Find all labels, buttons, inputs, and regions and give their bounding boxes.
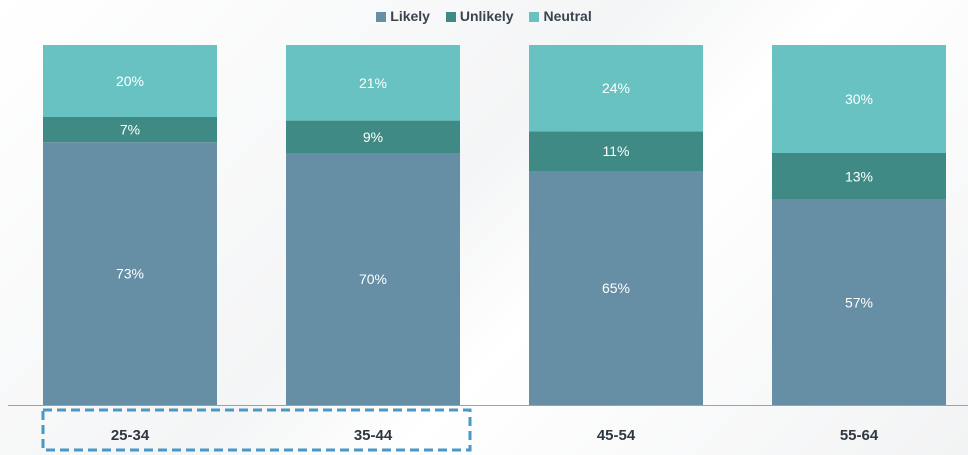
data-label-unlikely-25-34: 7%: [120, 122, 140, 138]
legend-item-likely: Likely: [376, 8, 430, 24]
legend-swatch-neutral: [529, 12, 540, 23]
x-tick-label-35-44: 35-44: [354, 427, 393, 444]
bar-segment-likely-25-34: [43, 142, 217, 405]
data-label-likely-55-64: 57%: [845, 294, 873, 310]
data-label-unlikely-55-64: 13%: [845, 168, 873, 184]
data-label-likely-45-54: 65%: [602, 280, 630, 296]
legend-item-unlikely: Unlikely: [445, 8, 514, 25]
legend-label-neutral: Neutral: [543, 8, 592, 25]
data-label-unlikely-35-44: 9%: [363, 129, 383, 145]
data-label-neutral-55-64: 30%: [845, 91, 873, 107]
data-label-neutral-25-34: 20%: [116, 73, 144, 89]
bar-segment-unlikely-45-54: [529, 131, 703, 171]
data-label-likely-35-44: 70%: [359, 271, 387, 287]
data-label-neutral-35-44: 21%: [359, 75, 387, 91]
legend-label-unlikely: Unlikely: [459, 8, 514, 25]
legend-item-neutral: Neutral: [529, 8, 592, 25]
legend-swatch-unlikely: [445, 12, 456, 23]
bar-segment-neutral-25-34: [43, 45, 217, 117]
bar-segment-unlikely-35-44: [286, 120, 460, 153]
bar-segment-neutral-55-64: [772, 45, 946, 153]
bar-segment-neutral-35-44: [286, 45, 460, 121]
x-tick-label-45-54: 45-54: [597, 427, 636, 444]
x-tick-label-25-34: 25-34: [111, 427, 150, 444]
bar-segment-unlikely-55-64: [772, 153, 946, 200]
legend-label-likely: Likely: [390, 8, 430, 25]
bar-segment-likely-45-54: [529, 171, 703, 405]
bar-segment-likely-55-64: [772, 199, 946, 405]
x-tick-label-55-64: 55-64: [840, 427, 879, 444]
data-label-unlikely-45-54: 11%: [603, 143, 630, 159]
highlight-dashed-box: [41, 408, 472, 452]
bar-segment-neutral-45-54: [529, 45, 703, 132]
data-label-likely-25-34: 73%: [116, 266, 144, 282]
bar-segment-likely-35-44: [286, 153, 460, 405]
chart-legend: Likely Unlikely Neutral: [0, 7, 968, 24]
legend-swatch-likely: [376, 12, 387, 23]
bar-segment-unlikely-25-34: [43, 117, 217, 143]
data-label-neutral-45-54: 24%: [602, 80, 630, 96]
